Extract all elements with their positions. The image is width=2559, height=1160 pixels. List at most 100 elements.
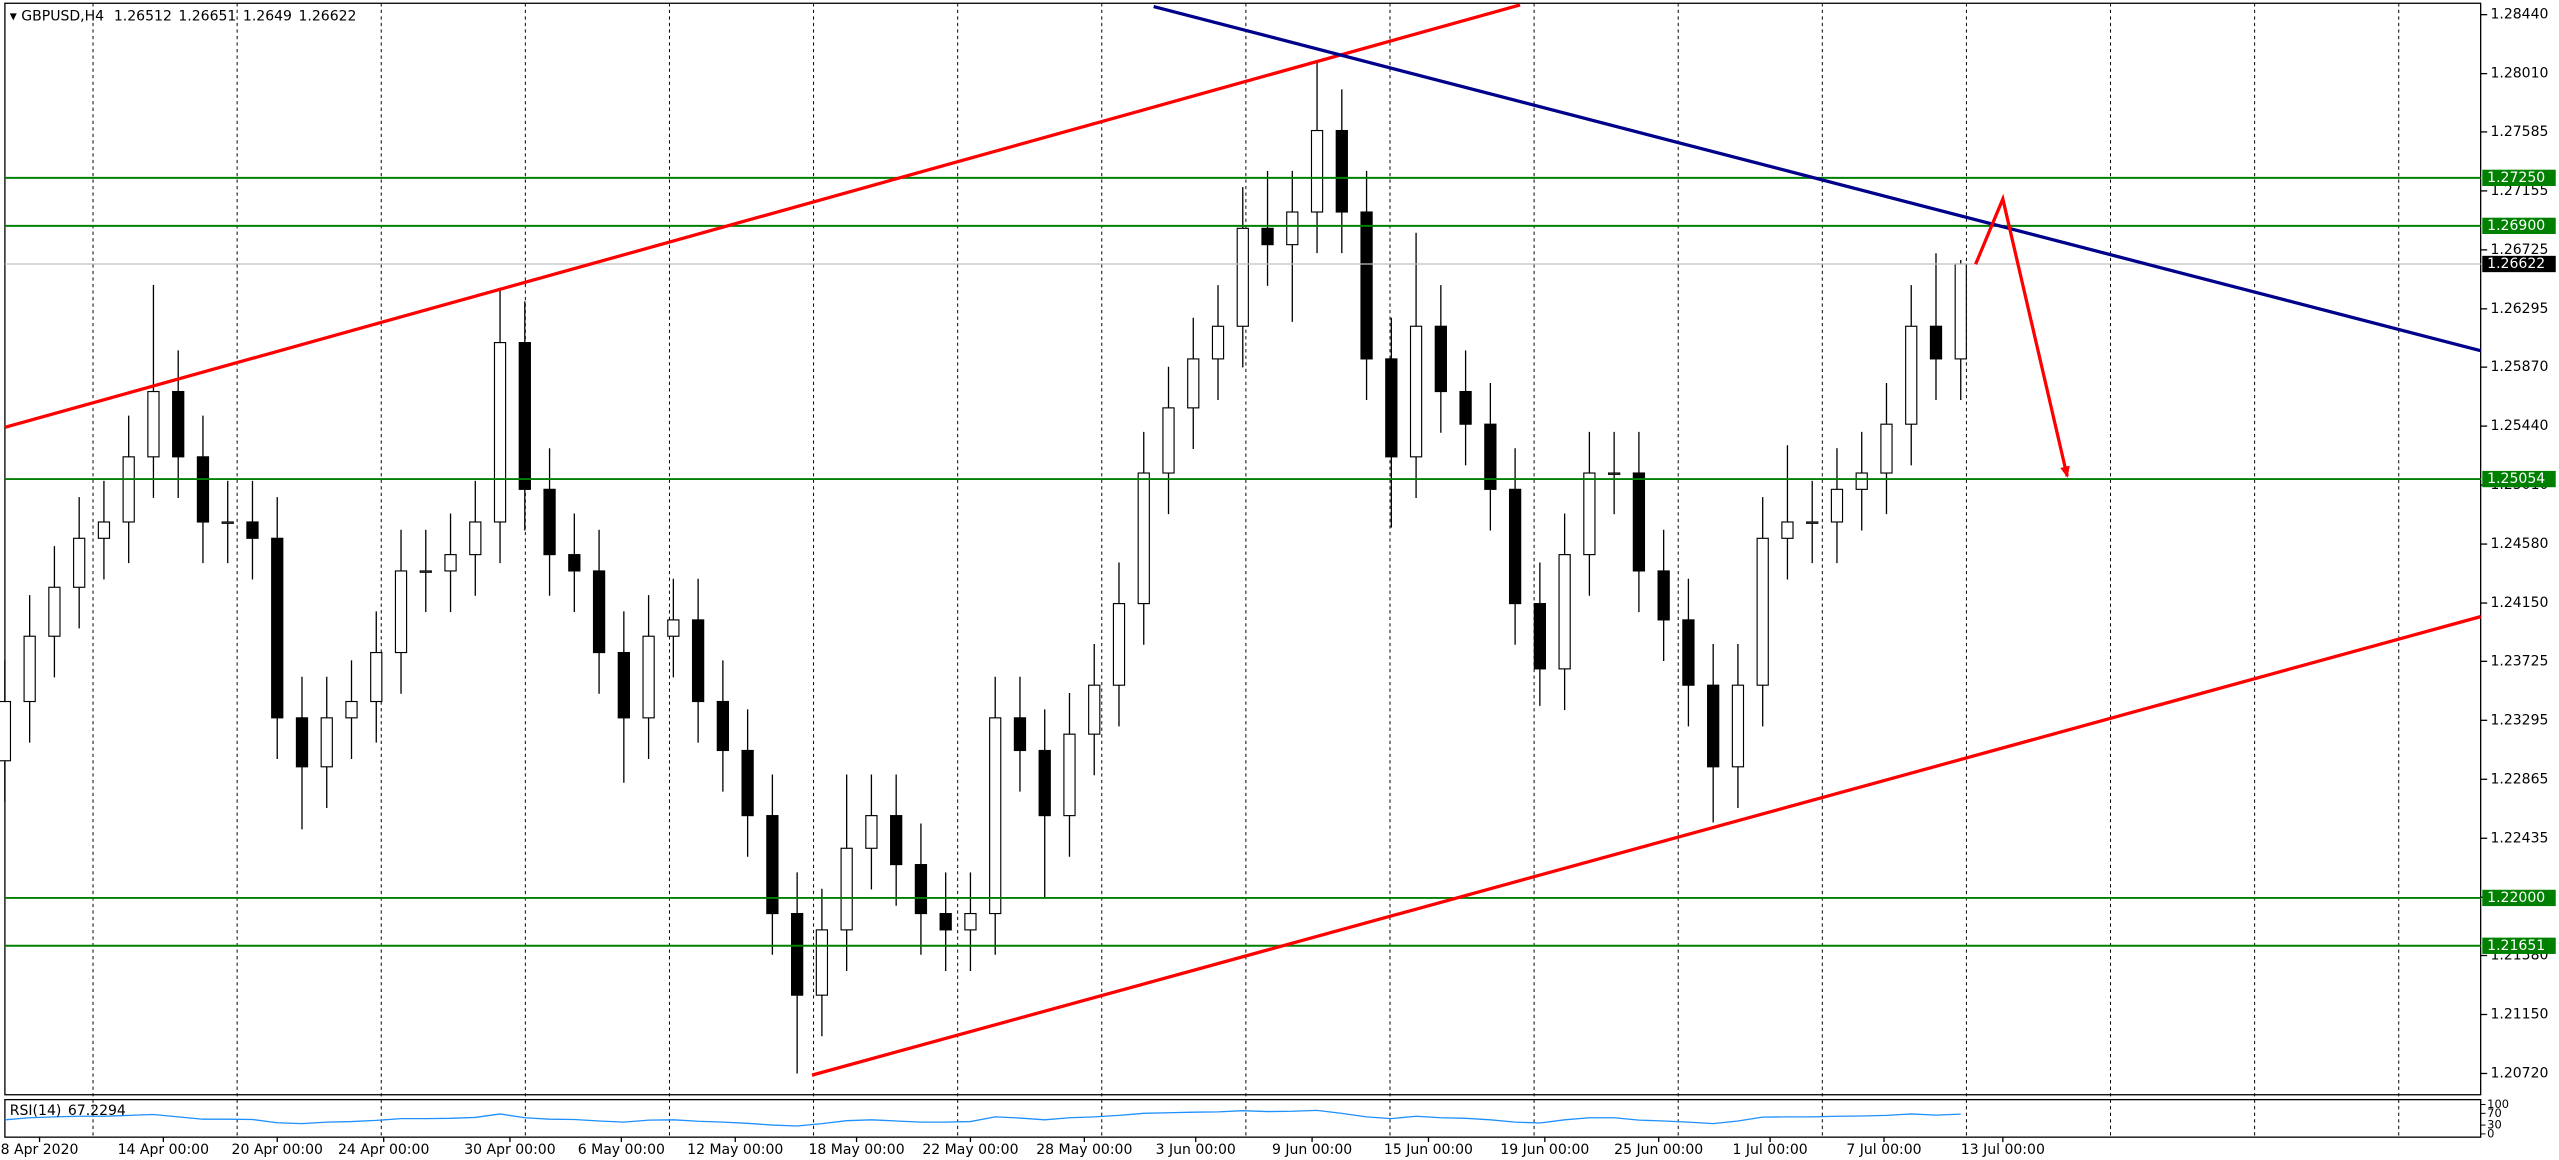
candle-body	[1013, 717, 1027, 752]
candle-body	[691, 619, 705, 703]
candle-body	[914, 864, 928, 915]
x-tick-label: 1 Jul 00:00	[1733, 1142, 1808, 1158]
x-tick-label: 30 Apr 00:00	[464, 1142, 555, 1158]
y-tick-label: 1.23725	[2490, 653, 2548, 669]
rsi-tick-label: 100	[2487, 1097, 2509, 1111]
y-tick-label: 1.26295	[2490, 301, 2548, 317]
candle-body	[0, 700, 12, 762]
header-marker: ▾	[10, 8, 22, 24]
candle-body	[865, 815, 878, 849]
candle-body	[989, 717, 1002, 915]
candle-body	[1830, 488, 1844, 523]
rsi-name: RSI(14)	[10, 1103, 62, 1119]
candle-body	[1310, 129, 1324, 213]
candle-body	[667, 619, 680, 637]
candle-body	[1657, 570, 1670, 621]
x-tick-label: 19 Jun 00:00	[1500, 1142, 1589, 1158]
candle-body	[48, 586, 61, 637]
x-tick-label: 3 Jun 00:00	[1156, 1142, 1236, 1158]
y-tick-label: 1.28010	[2490, 66, 2548, 82]
candle-body	[890, 815, 903, 866]
candle-body	[493, 342, 507, 523]
x-tick-label: 8 Apr 2020	[1, 1142, 79, 1158]
candle-body	[97, 521, 111, 539]
candle-body	[1707, 684, 1720, 768]
candle-body	[1038, 749, 1051, 817]
rsi-tick-label: 70	[2487, 1106, 2502, 1120]
rsi-header: RSI(14) 67.2294	[10, 1103, 126, 1119]
x-tick-label: 24 Apr 00:00	[338, 1142, 429, 1158]
candle-body	[1880, 423, 1893, 474]
level-label-box	[2482, 470, 2556, 488]
rsi-panel	[4, 1098, 2482, 1138]
candle-body	[196, 456, 210, 523]
candle-body	[1236, 227, 1249, 327]
candle-body	[642, 635, 655, 719]
candle-body	[172, 390, 185, 458]
y-tick-label: 1.24150	[2490, 595, 2548, 611]
bar-low: 1.2649	[243, 8, 292, 24]
current-price-label: 1.26622	[2487, 256, 2545, 272]
candle-body	[1905, 325, 1918, 425]
rsi-tick-label: 0	[2487, 1126, 2494, 1140]
candle-body	[766, 815, 779, 915]
candle-body	[1360, 211, 1373, 360]
candle-body	[1954, 263, 1967, 360]
candle-body	[964, 912, 977, 931]
candle-body	[122, 456, 135, 523]
candle-body	[939, 912, 952, 931]
main-panel	[4, 2, 2482, 1096]
candle-body	[1608, 472, 1621, 475]
candle-body	[1459, 390, 1472, 425]
y-tick-label: 1.27155	[2490, 183, 2548, 199]
candle-body	[1682, 619, 1695, 686]
candle-body	[1632, 472, 1646, 572]
candle-body	[1781, 521, 1794, 539]
x-tick-label: 6 May 00:00	[578, 1142, 665, 1158]
candle-body	[394, 570, 408, 654]
candle-body	[1211, 325, 1225, 360]
candle-body	[518, 342, 531, 490]
candle-body	[790, 912, 804, 996]
y-tick-label: 1.22435	[2490, 830, 2548, 846]
trendline	[811, 615, 2482, 1077]
y-tick-label: 1.26725	[2490, 242, 2548, 258]
plot	[0, 3, 2482, 1127]
candle-body	[1261, 227, 1274, 246]
candle-body	[1187, 358, 1200, 409]
x-tick-label: 22 May 00:00	[922, 1142, 1018, 1158]
candle-body	[23, 635, 36, 703]
level-label: 1.21651	[2487, 938, 2545, 954]
candle-body	[1583, 472, 1596, 556]
x-tick-label: 12 May 00:00	[687, 1142, 783, 1158]
chart-header: ▾ GBPUSD,H4 1.26512 1.26651 1.2649 1.26622	[10, 8, 357, 24]
x-tick-label: 18 May 00:00	[808, 1142, 904, 1158]
x-tick-label: 28 May 00:00	[1036, 1142, 1132, 1158]
x-tick-label: 9 Jun 00:00	[1272, 1142, 1352, 1158]
candle-body	[1409, 325, 1423, 458]
candle-body	[741, 749, 754, 817]
trendline	[4, 3, 1521, 429]
candle-body	[840, 847, 853, 931]
y-tick-label: 1.21150	[2490, 1007, 2548, 1023]
candle-body	[617, 651, 630, 719]
candle-body	[1558, 554, 1571, 670]
candle-body	[370, 651, 383, 703]
trendline	[1153, 4, 2482, 353]
candle-body	[1806, 521, 1819, 524]
candle-body	[320, 717, 333, 768]
candle-body	[1335, 129, 1348, 213]
candle-body	[295, 717, 309, 768]
bar-close: 1.26622	[298, 8, 356, 24]
candle-body	[1112, 603, 1126, 686]
level-label: 1.25054	[2487, 471, 2545, 487]
candle-body	[1434, 325, 1447, 393]
candle-body	[1162, 407, 1175, 474]
level-label-box	[2482, 937, 2556, 954]
candle-body	[1286, 211, 1299, 246]
x-tick-label: 7 Jul 00:00	[1846, 1142, 1921, 1158]
x-tick-label: 13 Jul 00:00	[1961, 1142, 2045, 1158]
candle-body	[1533, 603, 1547, 670]
candle-body	[246, 521, 259, 539]
